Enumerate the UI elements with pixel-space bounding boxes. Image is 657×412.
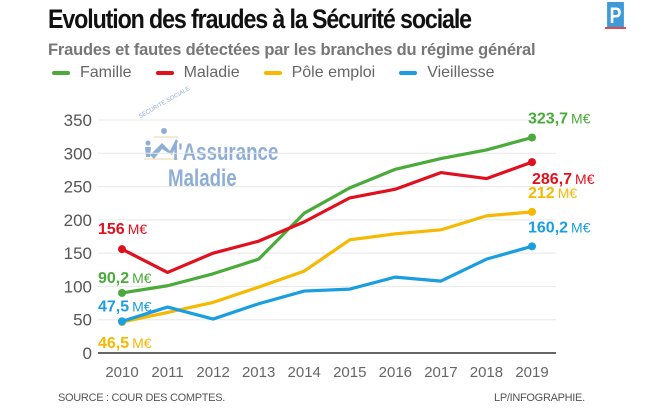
chart-title: Evolution des fraudes à la Sécurité soci… (48, 4, 472, 34)
watermark-line1: l'Assurance (173, 139, 279, 166)
data-point (528, 242, 536, 251)
y-tick-label: 200 (64, 211, 92, 230)
end-value-label: 160,2 M€ (528, 219, 591, 236)
legend-label-vieillesse: Vieillesse (427, 64, 495, 81)
x-tick-label: 2016 (379, 364, 412, 381)
end-value-label: 323,7 M€ (528, 111, 591, 128)
legend-item-famille: Famille (52, 64, 132, 82)
x-tick-label: 2015 (333, 364, 366, 381)
y-tick-label: 0 (83, 344, 92, 363)
y-axis-ticks: 0 50 100 150 200 250 300 350 (64, 111, 92, 363)
start-value-label: 90,2 M€ (98, 270, 152, 287)
watermark-line2: Maladie (168, 165, 237, 192)
legend-item-pole-emploi: Pôle emploi (263, 64, 376, 82)
end-value-label: 212 M€ (528, 185, 577, 202)
publisher-logo-underline (605, 27, 626, 29)
legend-label-famille: Famille (80, 64, 132, 81)
y-tick-label: 250 (64, 178, 92, 197)
x-tick-label: 2017 (424, 364, 457, 381)
y-tick-label: 50 (73, 311, 92, 330)
source-note: SOURCE : COUR DES COMPTES. (58, 392, 225, 404)
series-line-pole-emploi (121, 210, 533, 324)
x-tick-label: 2011 (151, 364, 183, 381)
credit-note: LP/INFOGRAPHIE. (494, 392, 585, 404)
x-tick-label: 2018 (470, 364, 503, 381)
legend-item-vieillesse: Vieillesse (399, 64, 495, 82)
x-tick-label: 2013 (242, 364, 275, 381)
legend-item-maladie: Maladie (155, 64, 240, 82)
y-tick-label: 300 (64, 144, 92, 163)
start-value-label: 156 M€ (98, 221, 147, 238)
chart-subtitle: Fraudes et fautes détectées par les bran… (48, 41, 536, 59)
y-tick-label: 350 (64, 111, 92, 130)
x-axis-ticks: 2010 2011 2012 2013 2014 2015 2016 2017 2018 2019 (105, 364, 548, 381)
series-line-maladie (121, 160, 533, 275)
y-tick-label: 100 (64, 277, 92, 296)
x-tick-label: 2014 (288, 364, 321, 381)
start-value-label: 46,5 M€ (98, 335, 152, 352)
legend-label-pole-emploi: Pôle emploi (291, 64, 376, 81)
data-labels: 90,2 M€ 323,7 M€ 156 M€ 286,7 M€ 46,5 M€ 212 M€ 47,5… (98, 111, 595, 353)
legend-swatch-famille (52, 71, 70, 75)
gridlines (98, 119, 556, 354)
series-lines (118, 133, 536, 327)
data-point (528, 158, 536, 167)
data-point (118, 245, 126, 254)
end-value-label: 286,7 M€ (532, 171, 595, 188)
y-tick-label: 150 (64, 244, 92, 263)
x-tick-label: 2012 (196, 364, 229, 381)
legend-swatch-pole-emploi (263, 71, 282, 75)
legend: Famille Maladie Pôle emploi Vieillesse (52, 64, 519, 82)
data-point (528, 207, 536, 216)
legend-label-maladie: Maladie (183, 64, 240, 81)
legend-swatch-vieillesse (399, 71, 418, 75)
publisher-logo-icon: P (607, 2, 624, 29)
data-point (118, 317, 126, 326)
series-line-famille (121, 135, 533, 295)
start-value-label: 47,5 M€ (98, 298, 152, 315)
x-tick-label: 2019 (515, 364, 548, 381)
legend-swatch-maladie (155, 71, 174, 75)
family-figures-icon (144, 128, 178, 160)
data-point (528, 133, 536, 142)
series-line-vieillesse (121, 244, 533, 323)
data-point (118, 288, 126, 297)
x-tick-label: 2010 (105, 364, 138, 381)
